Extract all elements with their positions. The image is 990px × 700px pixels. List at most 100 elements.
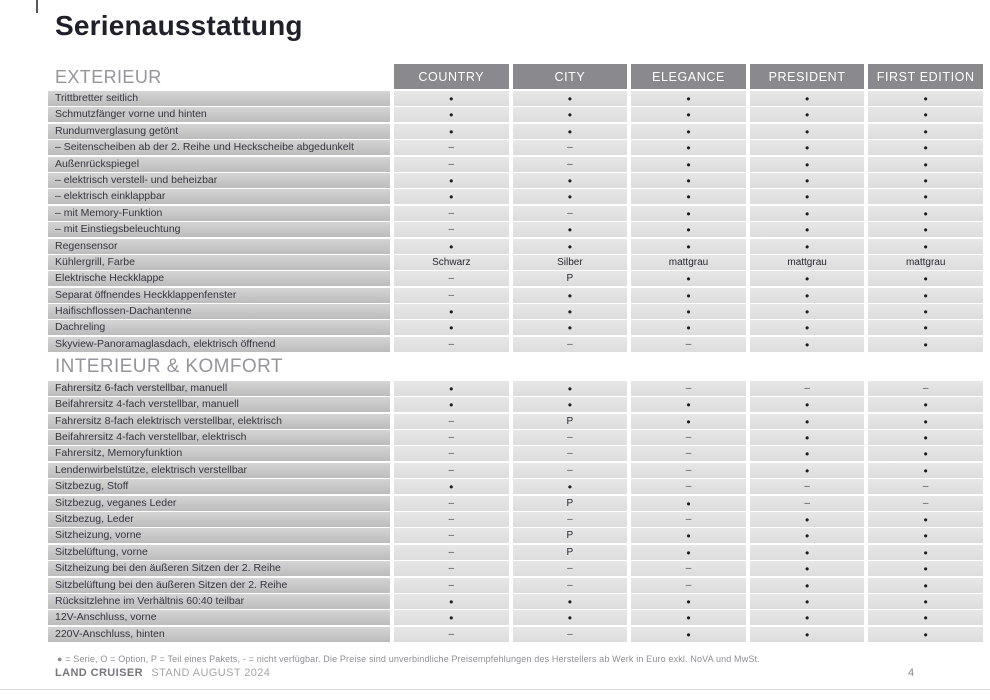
table-row: Schmutzfänger vorne und hinten ● ● ● ● ● [48, 107, 983, 123]
feature-value: ● [631, 320, 746, 336]
feature-value: Silber [512, 254, 628, 270]
table-sections: EXTERIEUR COUNTRY CITY ELEGANCE PRESIDENT FIR… [48, 64, 983, 642]
feature-value: ● [749, 430, 865, 446]
feature-value: P [512, 495, 628, 511]
feature-value: ● [631, 528, 746, 544]
feature-value: – [394, 430, 509, 446]
feature-value: ● [868, 561, 983, 577]
feature-value: ● [631, 123, 746, 139]
feature-value: ● [394, 610, 509, 626]
table-row: Trittbretter seitlich ● ● ● ● ● [48, 91, 983, 106]
feature-label: Skyview-Panoramaglasdach, elektrisch öff… [48, 336, 390, 352]
feature-value: ● [868, 544, 983, 560]
feature-label: Sitzbelüftung, vorne [48, 544, 390, 560]
feature-value: – [512, 205, 628, 221]
feature-value: ● [749, 462, 865, 478]
feature-label: Rücksitzlehne im Verhältnis 60:40 teilba… [48, 593, 390, 609]
feature-value: ● [868, 156, 983, 172]
feature-value: ● [394, 593, 509, 609]
feature-label: Kühlergrill, Farbe [48, 254, 390, 270]
feature-value: – [394, 205, 509, 221]
feature-value: ● [868, 304, 983, 320]
feature-value: mattgrau [868, 254, 983, 270]
feature-value: ● [631, 626, 746, 642]
feature-value: – [512, 462, 628, 478]
feature-value: ● [749, 222, 865, 238]
feature-value: – [394, 287, 509, 303]
feature-value: – [512, 336, 628, 352]
feature-value: ● [631, 91, 746, 106]
feature-value: ● [512, 189, 628, 205]
feature-value: – [868, 495, 983, 511]
feature-value: ● [749, 271, 865, 287]
feature-value: – [749, 479, 865, 495]
footer-status: STAND AUGUST 2024 [151, 667, 271, 679]
feature-value: – [394, 626, 509, 642]
column-header-president: PRESIDENT [749, 64, 865, 89]
feature-value: – [394, 222, 509, 238]
feature-value: ● [631, 222, 746, 238]
feature-value: – [394, 495, 509, 511]
table-row: Sitzheizung, vorne – P ● ● ● [48, 528, 983, 544]
feature-value: ● [868, 172, 983, 188]
table-row: Sitzbezug, veganes Leder – P ● – – [48, 495, 983, 511]
feature-value: ● [394, 91, 509, 106]
feature-value: ● [868, 593, 983, 609]
feature-label: Sitzheizung, vorne [48, 528, 390, 544]
feature-value: – [512, 577, 628, 593]
table-row: Außenrückspiegel – – ● ● ● [48, 156, 983, 172]
feature-value: ● [749, 238, 865, 254]
feature-value: – [631, 430, 746, 446]
feature-value: P [512, 271, 628, 287]
table-row: 220V-Anschluss, hinten – – ● ● ● [48, 626, 983, 642]
feature-label: Trittbretter seitlich [48, 91, 390, 106]
feature-value: ● [868, 107, 983, 123]
feature-value: ● [749, 189, 865, 205]
feature-value: ● [749, 577, 865, 593]
feature-value: – [631, 577, 746, 593]
feature-value: ● [512, 593, 628, 609]
feature-value: ● [868, 446, 983, 462]
table-row: Kühlergrill, Farbe Schwarz Silber mattgrau m… [48, 254, 983, 270]
feature-value: ● [868, 238, 983, 254]
feature-value: – [631, 479, 746, 495]
feature-value: – [394, 528, 509, 544]
feature-label: Fahrersitz 8-fach elektrisch verstellbar… [48, 413, 390, 429]
table-row: Rundumverglasung getönt ● ● ● ● ● [48, 123, 983, 139]
feature-label: 12V-Anschluss, vorne [48, 610, 390, 626]
feature-value: ● [512, 91, 628, 106]
column-header-city: CITY [512, 64, 628, 89]
feature-label: Lendenwirbelstütze, elektrisch verstellb… [48, 462, 390, 478]
feature-value: ● [631, 495, 746, 511]
feature-value: ● [868, 189, 983, 205]
feature-value: ● [868, 222, 983, 238]
feature-value: ● [868, 626, 983, 642]
feature-value: ● [394, 304, 509, 320]
feature-value: ● [868, 140, 983, 156]
feature-value: ● [749, 626, 865, 642]
feature-label: 220V-Anschluss, hinten [48, 626, 390, 642]
feature-value: ● [631, 140, 746, 156]
page-number: 4 [908, 667, 915, 679]
table-row: Fahrersitz 8-fach elektrisch verstellbar… [48, 413, 983, 429]
page-corner-mark [36, 0, 38, 13]
feature-value: – [631, 561, 746, 577]
page-footer: LAND CRUISER STAND AUGUST 2024 [55, 667, 270, 679]
feature-value: ● [749, 91, 865, 106]
table-row: – mit Einstiegsbeleuchtung – ● ● ● ● [48, 222, 983, 238]
feature-value: ● [868, 462, 983, 478]
feature-value: ● [749, 156, 865, 172]
feature-value: – [631, 380, 746, 396]
feature-value: ● [512, 238, 628, 254]
feature-value: – [394, 271, 509, 287]
feature-value: ● [749, 320, 865, 336]
feature-value: – [394, 446, 509, 462]
table-row: Beifahrersitz 4-fach verstellbar, elektr… [48, 430, 983, 446]
feature-value: – [394, 156, 509, 172]
feature-value: ● [868, 336, 983, 352]
feature-label: Außenrückspiegel [48, 156, 390, 172]
feature-value: ● [631, 238, 746, 254]
feature-value: ● [631, 156, 746, 172]
feature-value: ● [512, 380, 628, 396]
feature-label: Sitzbezug, Leder [48, 511, 390, 527]
